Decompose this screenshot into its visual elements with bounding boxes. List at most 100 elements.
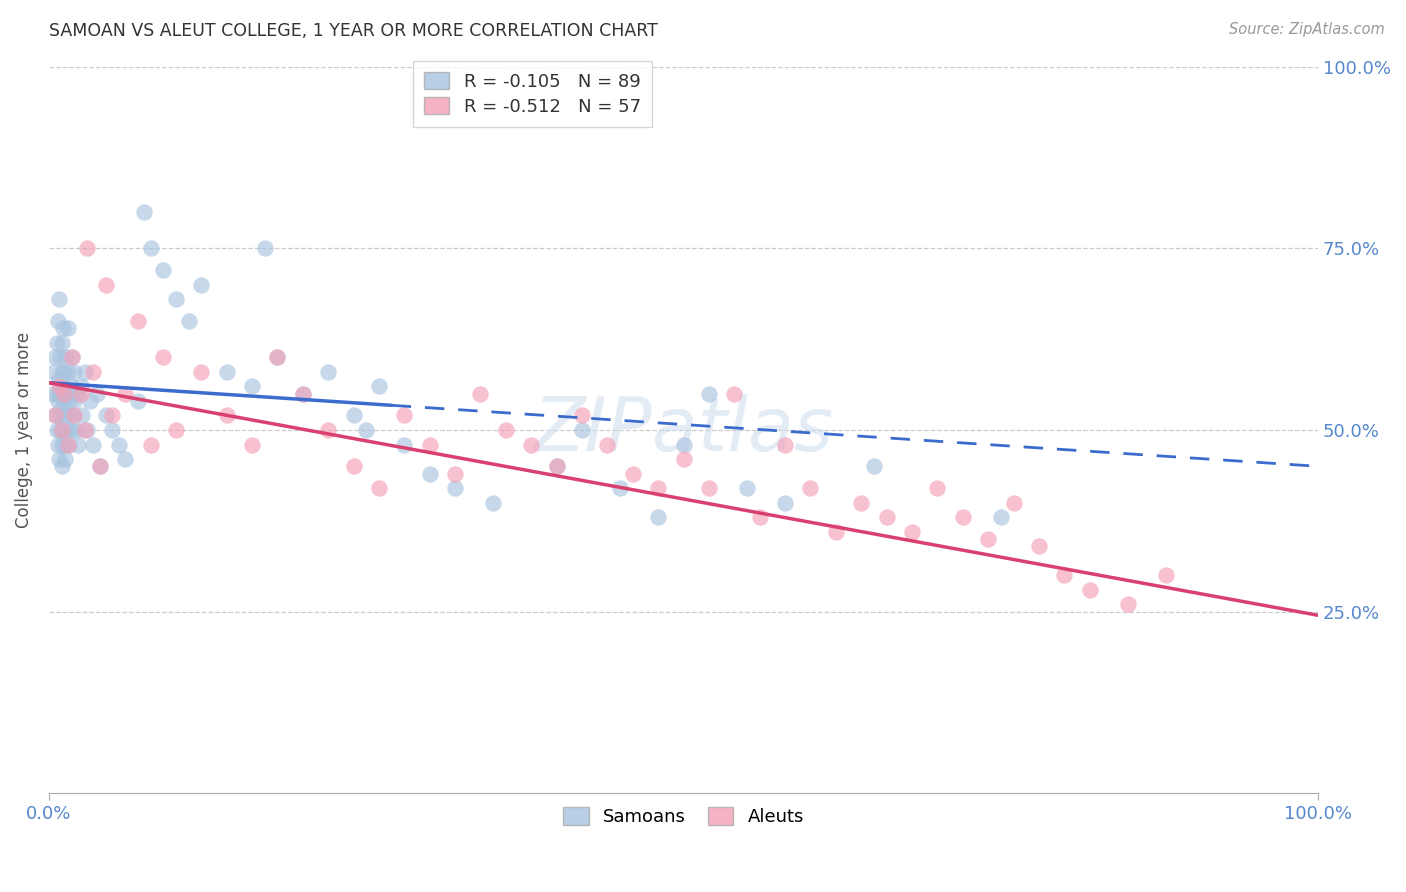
Point [773, 496, 796, 510]
Point [48, 452, 70, 467]
Point [647, 481, 669, 495]
Point [215, 365, 238, 379]
Point [672, 437, 695, 451]
Point [990, 510, 1012, 524]
Point [114, 386, 136, 401]
Point [51, 401, 73, 416]
Point [253, 241, 276, 255]
Point [56, 437, 79, 451]
Point [546, 459, 568, 474]
Point [127, 393, 149, 408]
Point [51, 437, 73, 451]
Point [52, 379, 75, 393]
Point [177, 314, 200, 328]
Legend: Samoans, Aleuts: Samoans, Aleuts [554, 798, 813, 835]
Point [82, 437, 104, 451]
Point [59, 379, 82, 393]
Point [190, 365, 212, 379]
Point [1078, 582, 1101, 597]
Point [621, 467, 644, 481]
Point [824, 524, 846, 539]
Point [101, 409, 124, 423]
Point [45, 335, 67, 350]
Point [876, 510, 898, 524]
Point [58, 437, 80, 451]
Point [127, 314, 149, 328]
Point [139, 437, 162, 451]
Point [596, 437, 619, 451]
Point [51, 335, 73, 350]
Point [52, 321, 75, 335]
Point [672, 452, 695, 467]
Point [356, 423, 378, 437]
Point [316, 423, 339, 437]
Point [482, 496, 505, 510]
Point [89, 459, 111, 474]
Point [49, 351, 72, 365]
Point [851, 496, 873, 510]
Text: SAMOAN VS ALEUT COLLEGE, 1 YEAR OR MORE CORRELATION CHART: SAMOAN VS ALEUT COLLEGE, 1 YEAR OR MORE … [49, 22, 658, 40]
Point [152, 263, 174, 277]
Point [647, 510, 669, 524]
Point [55, 386, 77, 401]
Point [48, 409, 70, 423]
Point [1154, 568, 1177, 582]
Point [55, 351, 77, 365]
Point [240, 379, 263, 393]
Point [94, 277, 117, 292]
Text: Source: ZipAtlas.com: Source: ZipAtlas.com [1229, 22, 1385, 37]
Point [291, 386, 314, 401]
Point [863, 459, 886, 474]
Point [134, 205, 156, 219]
Point [1053, 568, 1076, 582]
Point [190, 277, 212, 292]
Point [394, 437, 416, 451]
Point [107, 437, 129, 451]
Point [42, 386, 65, 401]
Point [44, 351, 66, 365]
Point [316, 365, 339, 379]
Point [56, 365, 79, 379]
Point [53, 393, 76, 408]
Point [114, 452, 136, 467]
Point [69, 386, 91, 401]
Text: ZIPatlas: ZIPatlas [533, 394, 834, 466]
Point [48, 372, 70, 386]
Point [73, 423, 96, 437]
Point [51, 365, 73, 379]
Point [697, 386, 720, 401]
Point [152, 351, 174, 365]
Point [44, 409, 66, 423]
Point [60, 351, 83, 365]
Point [723, 386, 745, 401]
Point [76, 241, 98, 255]
Point [952, 510, 974, 524]
Point [76, 423, 98, 437]
Point [266, 351, 288, 365]
Point [51, 423, 73, 437]
Point [609, 481, 631, 495]
Point [46, 314, 69, 328]
Point [53, 437, 76, 451]
Point [571, 423, 593, 437]
Point [52, 423, 75, 437]
Point [927, 481, 949, 495]
Point [79, 393, 101, 408]
Point [48, 292, 70, 306]
Point [53, 365, 76, 379]
Point [368, 481, 391, 495]
Point [51, 459, 73, 474]
Point [215, 409, 238, 423]
Point [69, 379, 91, 393]
Point [70, 409, 93, 423]
Point [67, 437, 90, 451]
Point [520, 437, 543, 451]
Point [495, 423, 517, 437]
Point [48, 379, 70, 393]
Point [45, 386, 67, 401]
Point [60, 423, 83, 437]
Point [89, 459, 111, 474]
Point [55, 452, 77, 467]
Point [66, 386, 89, 401]
Point [55, 423, 77, 437]
